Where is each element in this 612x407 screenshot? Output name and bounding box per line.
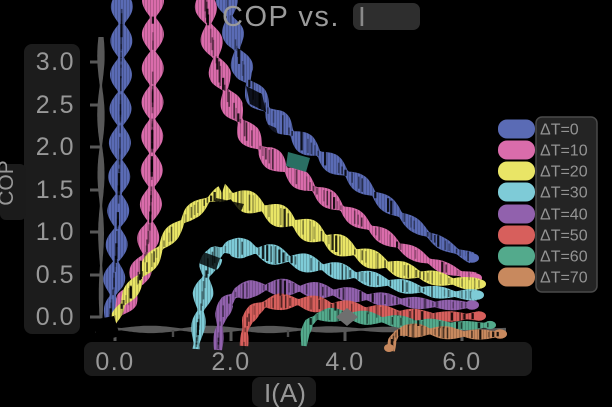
svg-text:ΔT=70: ΔT=70 bbox=[540, 270, 588, 287]
svg-text:ΔT=20: ΔT=20 bbox=[540, 164, 588, 181]
svg-text:I(A): I(A) bbox=[264, 378, 306, 407]
svg-text:1.0: 1.0 bbox=[36, 218, 75, 246]
svg-text:ΔT=10: ΔT=10 bbox=[540, 143, 588, 160]
svg-text:ΔT=50: ΔT=50 bbox=[540, 228, 588, 245]
svg-text:4.0: 4.0 bbox=[325, 348, 364, 376]
svg-text:2.0: 2.0 bbox=[36, 133, 75, 161]
svg-text:1.5: 1.5 bbox=[36, 176, 75, 204]
svg-text:3.0: 3.0 bbox=[36, 48, 75, 76]
svg-text:0.5: 0.5 bbox=[36, 261, 75, 289]
svg-text:ΔT=30: ΔT=30 bbox=[540, 185, 588, 202]
svg-text:ΔT=60: ΔT=60 bbox=[540, 249, 588, 266]
svg-text:COP vs.: COP vs. bbox=[222, 1, 340, 33]
svg-text:2.0: 2.0 bbox=[211, 348, 250, 376]
svg-text:2.5: 2.5 bbox=[36, 91, 75, 119]
svg-text:ΔT=0: ΔT=0 bbox=[540, 122, 579, 139]
svg-text:COP: COP bbox=[0, 160, 18, 206]
svg-text:0.0: 0.0 bbox=[95, 348, 134, 376]
svg-text:I: I bbox=[358, 1, 366, 32]
svg-text:ΔT=40: ΔT=40 bbox=[540, 207, 588, 224]
svg-text:6.0: 6.0 bbox=[442, 348, 481, 376]
svg-text:0.0: 0.0 bbox=[36, 303, 75, 331]
